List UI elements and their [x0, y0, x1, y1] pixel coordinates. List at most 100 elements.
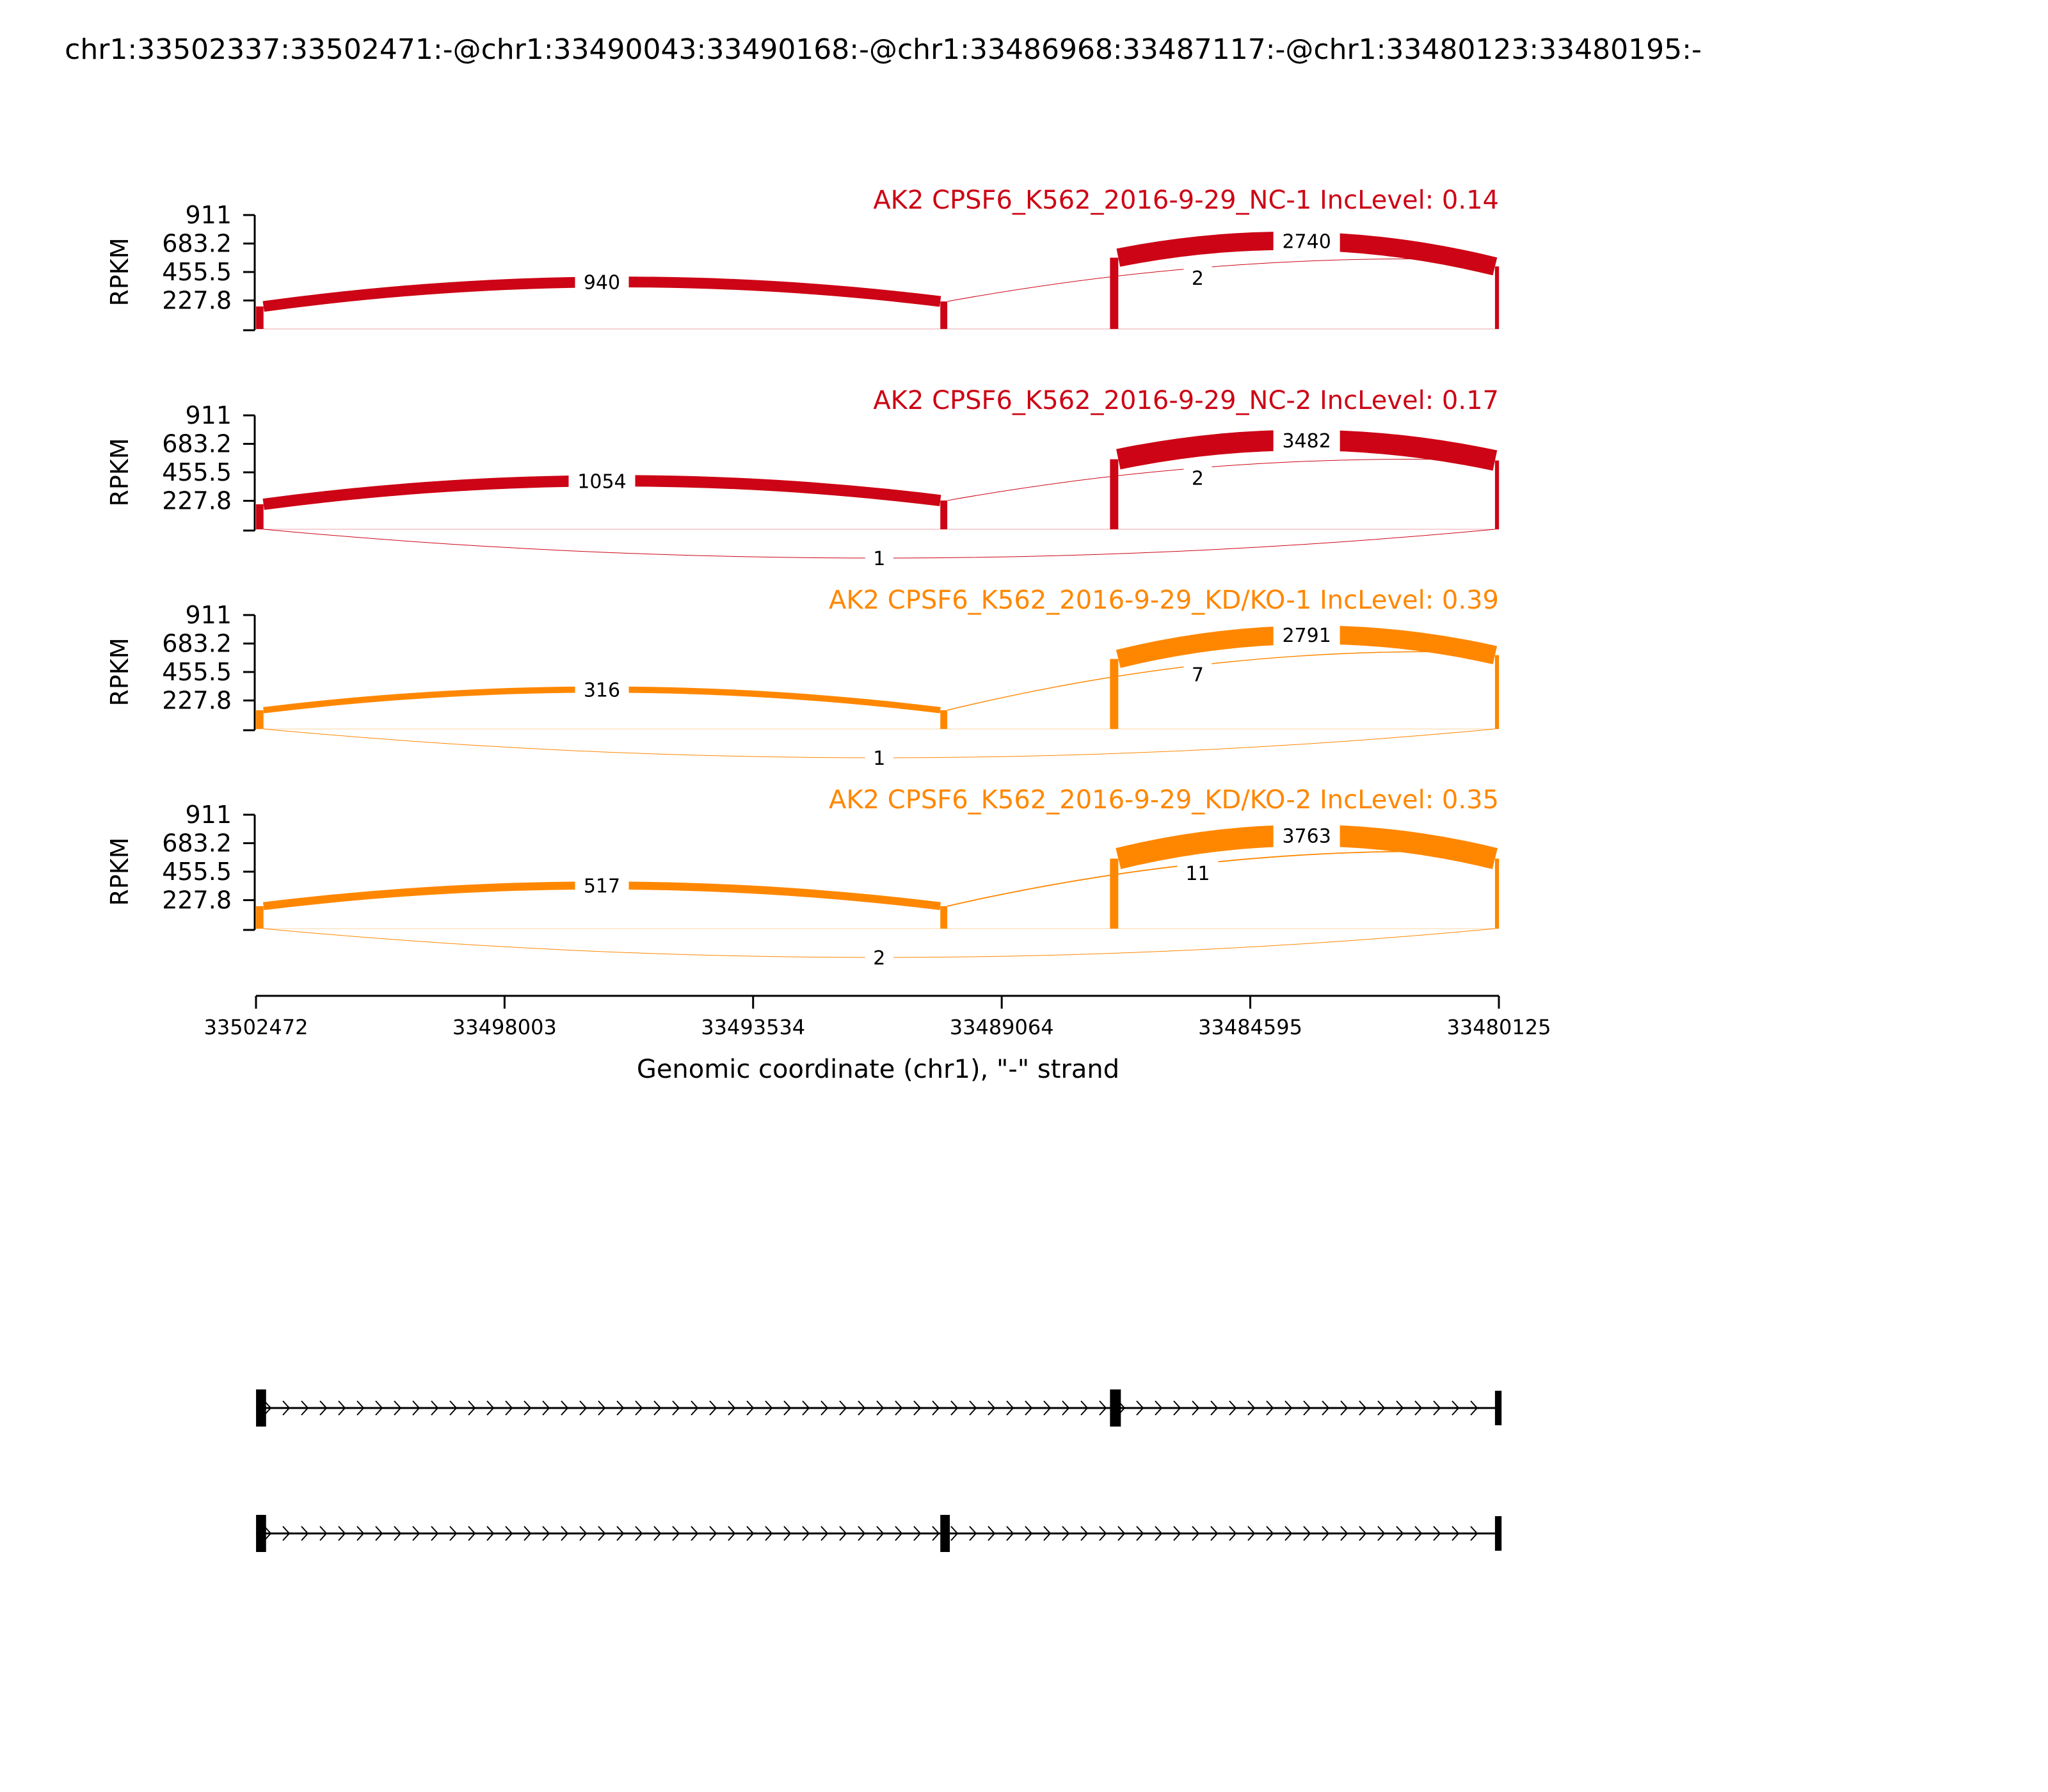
- strand-arrow-icon: [542, 1400, 550, 1416]
- strand-arrow-icon: [802, 1526, 810, 1541]
- strand-arrow-icon: [1266, 1400, 1274, 1416]
- y-tick-label: 455.5: [162, 658, 232, 686]
- strand-arrow-icon: [1173, 1526, 1181, 1541]
- junction-count-label: 1: [873, 548, 885, 570]
- exon-3-coverage: [1110, 459, 1119, 529]
- strand-arrow-icon: [1284, 1526, 1293, 1541]
- junction-count-label: 7: [1192, 664, 1204, 686]
- strand-arrow-icon: [1155, 1526, 1163, 1541]
- x-tick-label: 33502472: [204, 1015, 308, 1039]
- strand-arrow-icon: [1210, 1526, 1219, 1541]
- strand-arrow-icon: [988, 1400, 996, 1416]
- junction-count-label: 3482: [1282, 430, 1331, 452]
- junction-count-label: 2: [1192, 467, 1204, 490]
- junction-label-bg: [865, 545, 893, 570]
- strand-arrow-icon: [913, 1400, 922, 1416]
- strand-arrow-icon: [1229, 1400, 1237, 1416]
- strand-arrow-icon: [839, 1526, 847, 1541]
- strand-arrow-icon: [1396, 1400, 1404, 1416]
- junction-count-label: 2: [1192, 268, 1204, 290]
- strand-arrow-icon: [1470, 1400, 1478, 1416]
- strand-arrow-icon: [653, 1526, 662, 1541]
- strand-arrow-icon: [319, 1400, 328, 1416]
- strand-arrow-icon: [950, 1526, 959, 1541]
- strand-arrow-icon: [338, 1400, 346, 1416]
- strand-arrow-icon: [1470, 1526, 1478, 1541]
- strand-arrow-icon: [691, 1400, 699, 1416]
- junction-label-bg: [575, 269, 629, 294]
- strand-arrow-icon: [950, 1400, 959, 1416]
- strand-arrow-icon: [653, 1400, 662, 1416]
- strand-arrow-icon: [691, 1526, 699, 1541]
- strand-arrow-icon: [1136, 1526, 1144, 1541]
- strand-arrow-icon: [319, 1526, 328, 1541]
- strand-arrow-icon: [1062, 1526, 1070, 1541]
- strand-arrow-icon: [1080, 1400, 1089, 1416]
- exon-1-coverage: [256, 710, 264, 729]
- strand-arrow-icon: [505, 1526, 513, 1541]
- strand-arrow-icon: [375, 1526, 383, 1541]
- strand-arrow-icon: [895, 1400, 903, 1416]
- strand-arrow-icon: [356, 1400, 365, 1416]
- isoform-exon: [256, 1515, 266, 1552]
- isoform-exon: [1110, 1389, 1121, 1427]
- exon-4-coverage: [1494, 858, 1500, 929]
- isoform-2: [256, 1515, 1502, 1552]
- strand-arrow-icon: [616, 1526, 625, 1541]
- junction-arc: [947, 259, 1495, 302]
- strand-arrow-icon: [1210, 1400, 1219, 1416]
- junction-label-bg: [575, 872, 629, 897]
- strand-arrow-icon: [394, 1400, 402, 1416]
- strand-arrow-icon: [1340, 1400, 1348, 1416]
- strand-arrow-icon: [746, 1526, 755, 1541]
- strand-arrow-icon: [375, 1400, 383, 1416]
- strand-arrow-icon: [468, 1400, 476, 1416]
- strand-arrow-icon: [1452, 1400, 1460, 1416]
- strand-arrow-icon: [988, 1526, 996, 1541]
- isoform-exon: [940, 1515, 950, 1552]
- exon-2-coverage: [940, 906, 948, 929]
- strand-arrow-icon: [524, 1400, 532, 1416]
- strand-arrow-icon: [1322, 1526, 1330, 1541]
- strand-arrow-icon: [301, 1400, 309, 1416]
- strand-arrow-icon: [1192, 1400, 1200, 1416]
- strand-arrow-icon: [1266, 1526, 1274, 1541]
- strand-arrow-icon: [839, 1400, 847, 1416]
- junction-arc: [947, 851, 1495, 907]
- strand-arrow-icon: [616, 1400, 625, 1416]
- strand-arrow-icon: [1025, 1526, 1033, 1541]
- strand-arrow-icon: [505, 1400, 513, 1416]
- strand-arrow-icon: [932, 1526, 940, 1541]
- y-tick-label: 455.5: [162, 458, 232, 486]
- y-axis-label: RPKM: [106, 837, 134, 906]
- exon-4-coverage: [1494, 460, 1500, 529]
- strand-arrow-icon: [431, 1526, 439, 1541]
- y-tick-label: 683.2: [162, 230, 232, 258]
- junction-count-label: 11: [1185, 863, 1210, 885]
- strand-arrow-icon: [1043, 1526, 1052, 1541]
- strand-arrow-icon: [1117, 1526, 1126, 1541]
- y-axis-label: RPKM: [106, 637, 134, 706]
- strand-arrow-icon: [1452, 1526, 1460, 1541]
- exon-1-coverage: [256, 306, 264, 329]
- strand-arrow-icon: [412, 1526, 420, 1541]
- y-tick-label: 683.2: [162, 829, 232, 858]
- junction-label-bg: [1183, 661, 1212, 686]
- strand-arrow-icon: [969, 1400, 977, 1416]
- strand-arrow-icon: [282, 1400, 291, 1416]
- strand-arrow-icon: [1136, 1400, 1144, 1416]
- strand-arrow-icon: [264, 1400, 272, 1416]
- strand-arrow-icon: [1433, 1400, 1441, 1416]
- strand-arrow-icon: [876, 1400, 884, 1416]
- strand-arrow-icon: [524, 1526, 532, 1541]
- junction-label-bg: [865, 945, 893, 969]
- y-tick-label: 455.5: [162, 258, 232, 286]
- junction-count-label: 517: [584, 876, 620, 898]
- strand-arrow-icon: [1322, 1400, 1330, 1416]
- isoform-exon: [256, 1389, 266, 1427]
